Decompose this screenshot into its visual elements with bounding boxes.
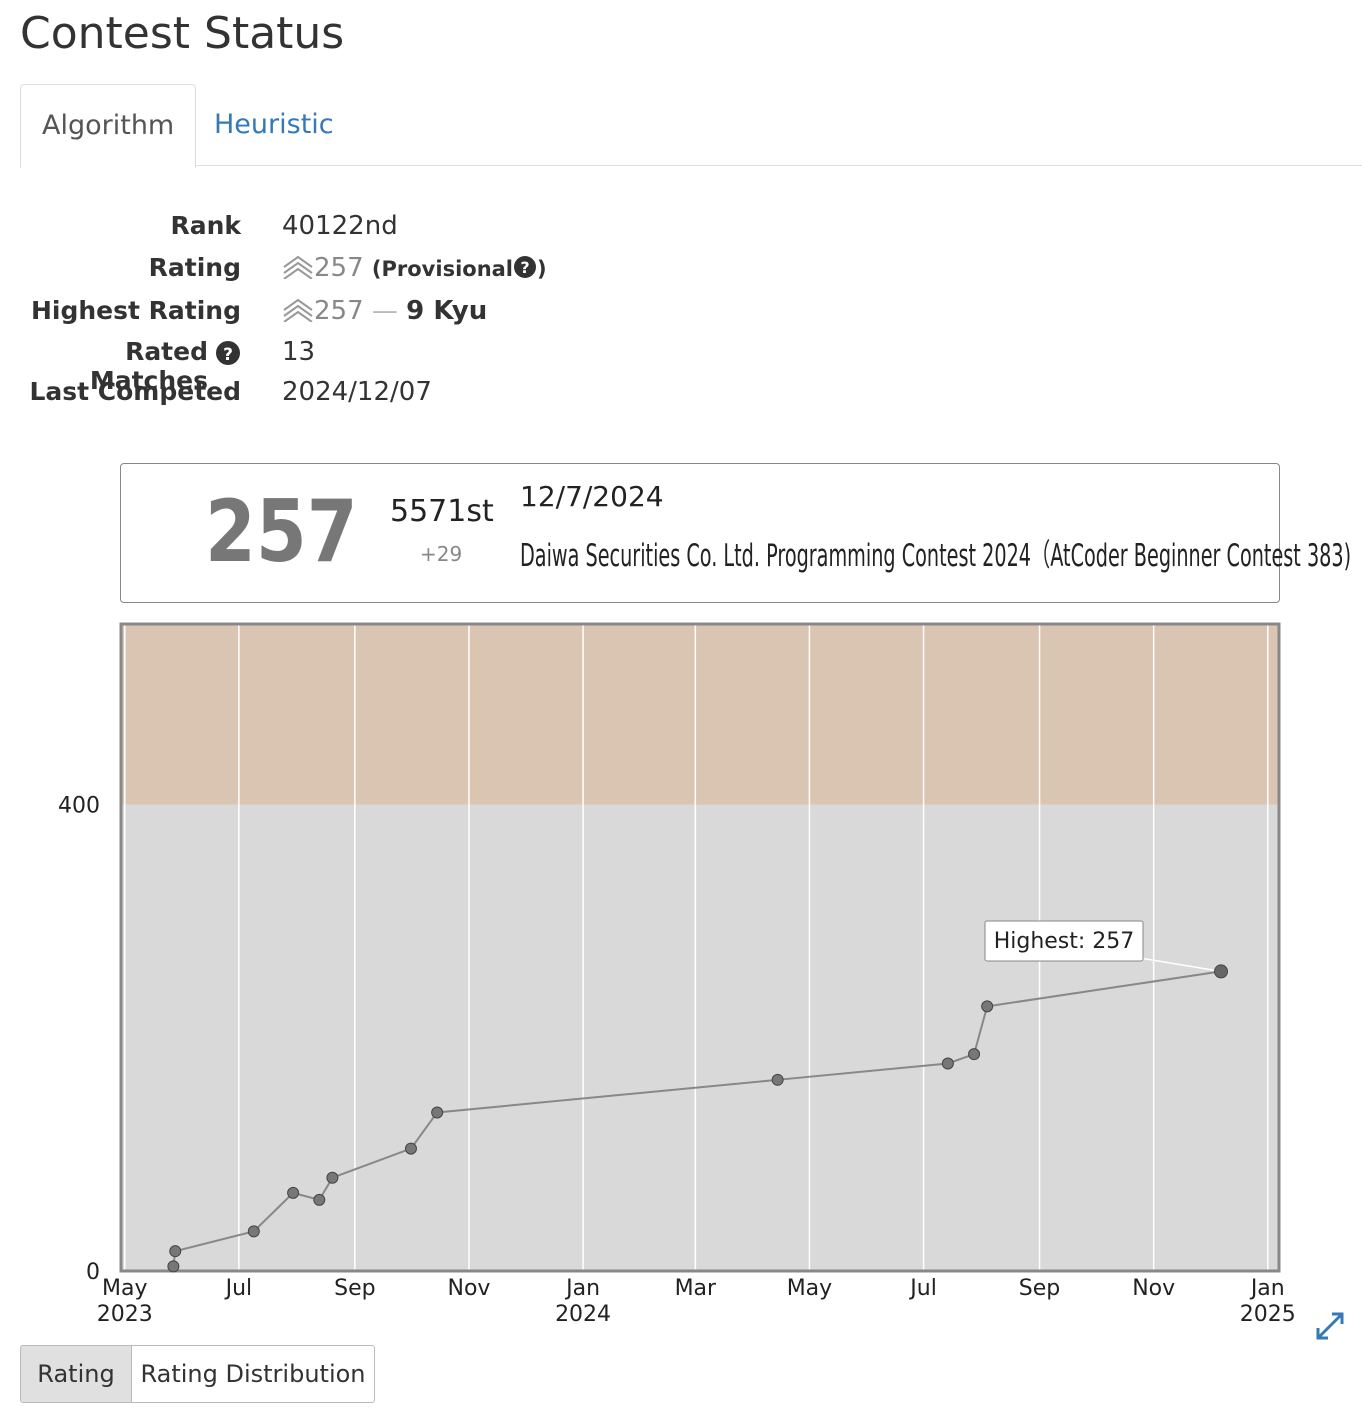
label: Rating xyxy=(148,253,241,282)
summary-place: 5571st xyxy=(390,494,494,529)
rating-point xyxy=(771,1073,784,1086)
x-tick-label: Mar xyxy=(675,1276,717,1301)
expand-icon[interactable] xyxy=(1314,1310,1346,1342)
plot-frame xyxy=(119,622,1281,1273)
summary-date: 12/7/2024 xyxy=(520,480,664,513)
rating-point xyxy=(287,1186,300,1199)
rating-point xyxy=(431,1106,444,1119)
label: Rank xyxy=(170,211,241,240)
separator: — xyxy=(371,296,398,326)
rating-point xyxy=(169,1245,182,1258)
annotation: Highest: 257 xyxy=(994,929,1135,954)
rating-point xyxy=(981,1000,994,1013)
provisional-end: ) xyxy=(537,257,547,281)
label: Highest Rating xyxy=(30,296,241,325)
rating-point xyxy=(941,1057,954,1070)
x-tick-label: May xyxy=(787,1276,832,1301)
y-tick-label: 400 xyxy=(58,794,100,819)
x-tick-label: Jul xyxy=(908,1276,937,1301)
y-tick-label: 0 xyxy=(86,1260,100,1285)
tab-heuristic[interactable]: Heuristic xyxy=(214,109,334,140)
rating-point xyxy=(247,1225,260,1238)
x-tick-label: Jul xyxy=(224,1276,253,1301)
x-tick-label: Nov xyxy=(447,1276,490,1301)
annotation-box xyxy=(984,920,1144,962)
summary-rating: 257 xyxy=(205,482,358,582)
value: 40122nd xyxy=(282,211,398,241)
rating-point xyxy=(167,1260,180,1273)
x-tick-label: Sep xyxy=(1019,1276,1060,1301)
value-group: 257 — 9 Kyu xyxy=(282,296,487,326)
label: Rated Matches xyxy=(89,337,208,395)
rating-point xyxy=(404,1142,417,1155)
rating-band xyxy=(121,804,1279,1271)
x-tick-label: Nov xyxy=(1132,1276,1175,1301)
distribution-button[interactable]: Rating Distribution xyxy=(131,1345,375,1403)
x-tick-label: May 2023 xyxy=(97,1276,153,1327)
svg-text:?: ? xyxy=(520,258,529,277)
help-icon[interactable]: ? xyxy=(215,340,241,366)
x-tick-label: Jan 2025 xyxy=(1240,1276,1296,1327)
help-icon[interactable]: ? xyxy=(513,255,537,279)
rating-value: 257 xyxy=(314,253,364,283)
rating-icon xyxy=(283,255,313,280)
rating-button[interactable]: Rating xyxy=(20,1345,132,1403)
annotation-leader xyxy=(1139,957,1222,973)
kyu: 9 Kyu xyxy=(406,296,488,326)
summary-contest: Daiwa Securities Co. Ltd. Programming Co… xyxy=(520,538,1352,574)
tab-underline xyxy=(187,165,1362,166)
summary-diff: +29 xyxy=(420,542,463,566)
rating-band xyxy=(121,624,1279,805)
rating-point xyxy=(313,1193,326,1206)
summary-box xyxy=(120,463,1280,603)
value: 13 xyxy=(282,337,316,367)
provisional: (Provisional xyxy=(371,257,514,281)
rating-point xyxy=(326,1171,339,1184)
value: 2024/12/07 xyxy=(282,377,432,407)
highest-value: 257 xyxy=(314,296,364,326)
tab-algorithm[interactable]: Algorithm xyxy=(20,84,197,168)
rating-point xyxy=(1214,964,1229,979)
page-title: Contest Status xyxy=(20,8,345,59)
x-tick-label: Sep xyxy=(334,1276,375,1301)
rating-icon xyxy=(283,298,313,323)
value-group: 257 (Provisional?) xyxy=(282,253,547,283)
svg-text:?: ? xyxy=(223,345,233,365)
rating-point xyxy=(968,1048,981,1061)
label: Last Competed xyxy=(29,377,241,406)
x-tick-label: Jan 2024 xyxy=(555,1276,611,1327)
